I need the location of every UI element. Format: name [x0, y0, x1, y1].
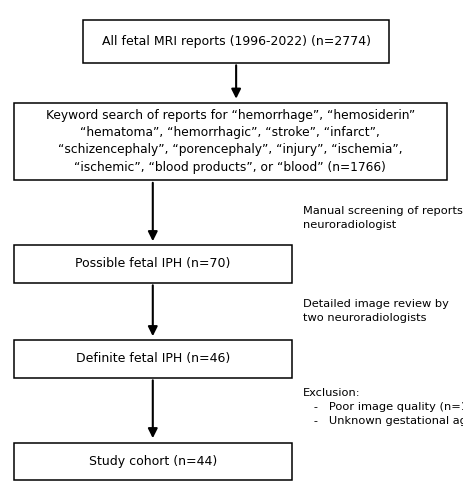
- FancyBboxPatch shape: [14, 245, 292, 282]
- Text: Definite fetal IPH (n=46): Definite fetal IPH (n=46): [75, 352, 230, 365]
- Text: Keyword search of reports for “hemorrhage”, “hemosiderin”
“hematoma”, “hemorrhag: Keyword search of reports for “hemorrhag…: [46, 108, 415, 174]
- Text: Detailed image review by
two neuroradiologists: Detailed image review by two neuroradiol…: [303, 299, 449, 323]
- FancyBboxPatch shape: [14, 340, 292, 378]
- Text: Study cohort (n=44): Study cohort (n=44): [89, 455, 217, 468]
- Text: Manual screening of reports by
neuroradiologist: Manual screening of reports by neuroradi…: [303, 206, 463, 230]
- FancyBboxPatch shape: [14, 442, 292, 480]
- FancyBboxPatch shape: [14, 102, 447, 180]
- FancyBboxPatch shape: [83, 20, 389, 62]
- Text: Exclusion:
   -   Poor image quality (n=1)
   -   Unknown gestational age (n=1): Exclusion: - Poor image quality (n=1) - …: [303, 388, 463, 426]
- Text: All fetal MRI reports (1996-2022) (n=2774): All fetal MRI reports (1996-2022) (n=277…: [102, 35, 370, 48]
- Text: Possible fetal IPH (n=70): Possible fetal IPH (n=70): [75, 257, 231, 270]
